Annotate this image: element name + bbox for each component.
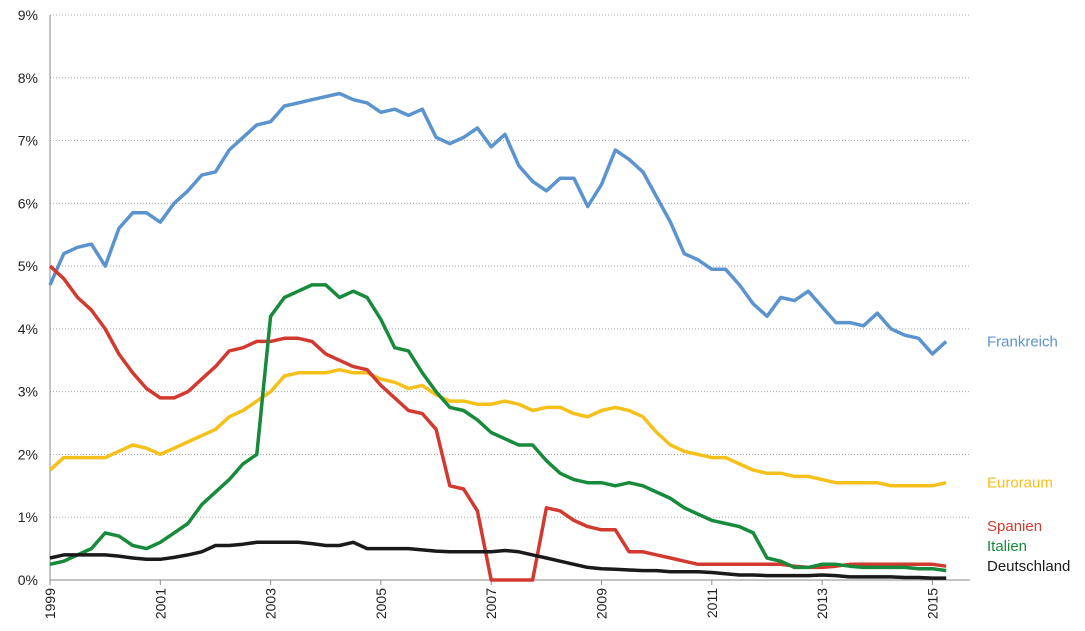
x-tick-label: 2003 (263, 588, 279, 619)
y-tick-label: 4% (18, 321, 38, 337)
series-label: Euroraum (987, 475, 1053, 492)
y-tick-label: 6% (18, 195, 38, 211)
x-tick-label: 2001 (152, 588, 168, 619)
x-tick-label: 2007 (483, 588, 499, 619)
x-tick-label: 2013 (814, 588, 830, 619)
x-tick-label: 1999 (42, 588, 58, 619)
y-tick-label: 8% (18, 70, 38, 86)
y-tick-label: 9% (18, 7, 38, 23)
series-label: Italien (987, 538, 1027, 555)
y-tick-label: 2% (18, 446, 38, 462)
x-tick-label: 2011 (704, 588, 720, 618)
series-line (49, 540, 947, 580)
series-line (48, 264, 947, 582)
y-tick-label: 5% (18, 258, 38, 274)
series-line (48, 91, 948, 356)
y-tick-label: 0% (18, 572, 38, 588)
y-tick-label: 3% (18, 384, 38, 400)
series-label: Deutschland (987, 558, 1070, 575)
x-tick-label: 2009 (594, 588, 610, 619)
series-line (49, 283, 947, 573)
x-tick-label: 2005 (373, 588, 389, 619)
x-tick-label: 2015 (924, 588, 940, 619)
y-tick-label: 1% (18, 509, 38, 525)
series-line (48, 367, 947, 488)
series-label: Spanien (987, 518, 1042, 535)
series-label: Frankreich (987, 333, 1058, 350)
y-tick-label: 7% (18, 133, 38, 149)
